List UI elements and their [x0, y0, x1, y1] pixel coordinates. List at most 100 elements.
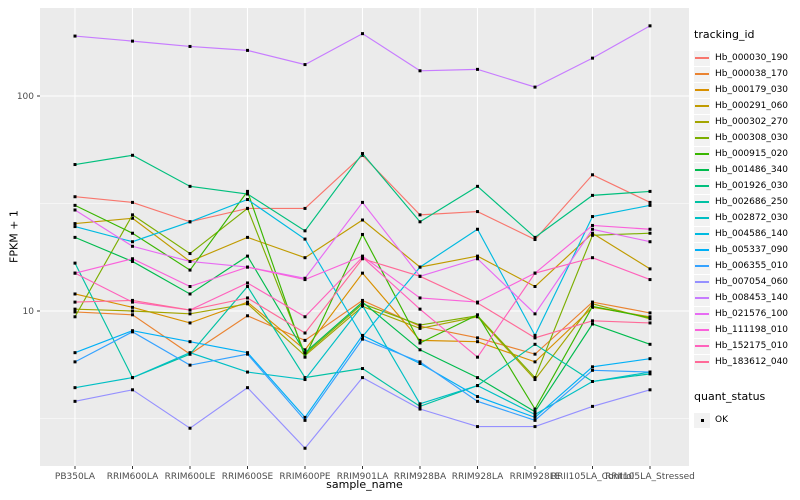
data-point: [361, 218, 364, 222]
data-point: [591, 368, 594, 372]
data-point: [591, 304, 594, 308]
data-point: [591, 365, 594, 369]
data-point: [73, 351, 77, 355]
data-point: [648, 24, 652, 28]
legend-item-label: Hb_007054_060: [715, 277, 789, 287]
black-square-point-icon: [700, 418, 704, 422]
data-point: [73, 261, 77, 265]
data-point: [533, 413, 537, 417]
legend: tracking_id Hb_000030_190 Hb_000038_170 Hb…: [694, 28, 798, 428]
data-point: [648, 372, 652, 376]
data-point: [591, 231, 594, 235]
data-point: [648, 189, 652, 193]
data-point: [418, 407, 422, 411]
x-tick-label: PB350LA: [55, 472, 96, 482]
series-color-line-icon: [695, 297, 709, 299]
data-point: [73, 307, 77, 311]
data-point: [648, 231, 652, 235]
data-point: [533, 271, 537, 275]
legend-key-swatch: [694, 274, 710, 290]
legend-item-label: Hb_152175_010: [715, 341, 789, 351]
data-point: [303, 206, 307, 210]
data-point: [533, 378, 537, 382]
data-point: [361, 153, 364, 157]
data-point: [361, 376, 364, 380]
legend-item-label: Hb_183612_040: [715, 357, 789, 367]
data-point: [131, 240, 134, 244]
data-point: [591, 256, 594, 260]
series-color-line-icon: [695, 137, 709, 139]
legend-item-label: Hb_005337_090: [715, 245, 789, 255]
x-tick-label: RRII105LA_Control: [551, 472, 634, 482]
legend-item-Hb_111198_010: Hb_111198_010: [694, 322, 798, 338]
series-color-line-icon: [695, 313, 709, 315]
data-point: [418, 265, 422, 269]
legend-item-Hb_005337_090: Hb_005337_090: [694, 242, 798, 258]
legend-item-Hb_007054_060: Hb_007054_060: [694, 274, 798, 290]
data-point: [591, 300, 594, 304]
data-point: [533, 418, 537, 422]
legend-item-Hb_000915_020: Hb_000915_020: [694, 146, 798, 162]
legend-key-swatch: [694, 66, 710, 82]
legend-key-swatch: [694, 226, 710, 242]
legend-item-label: Hb_000302_270: [715, 117, 789, 127]
data-point: [73, 235, 77, 239]
data-point: [533, 376, 537, 380]
data-point: [73, 195, 77, 199]
data-point: [131, 200, 134, 204]
data-point: [131, 153, 134, 157]
legend-title-tracking-id: tracking_id: [694, 28, 755, 41]
legend-item-label: Hb_111198_010: [715, 325, 789, 335]
legend-item-label: Hb_000915_020: [715, 149, 789, 159]
data-point: [648, 357, 652, 361]
legend-key-swatch: [694, 242, 710, 258]
legend-item-label: Hb_000308_030: [715, 133, 789, 143]
data-point: [246, 198, 249, 202]
data-point: [533, 235, 537, 239]
data-point: [591, 173, 594, 177]
legend-item-label: Hb_000030_190: [715, 53, 789, 63]
series-color-line-icon: [695, 185, 709, 187]
series-color-line-icon: [695, 105, 709, 107]
legend-item-quant-ok: OK: [694, 412, 798, 428]
x-tick-label: RRIM928LA: [452, 472, 504, 482]
data-point: [591, 215, 594, 219]
data-point: [591, 379, 594, 383]
quant-ok-key-swatch: [694, 412, 710, 428]
data-point: [648, 342, 652, 346]
x-tick-label: RRIM928BA: [394, 472, 447, 482]
legend-item-label: Hb_000179_030: [715, 85, 789, 95]
legend-item-Hb_000038_170: Hb_000038_170: [694, 66, 798, 82]
data-point: [188, 44, 192, 48]
legend-item-Hb_006355_010: Hb_006355_010: [694, 258, 798, 274]
data-point: [303, 348, 307, 352]
data-point: [533, 85, 537, 89]
data-point: [361, 304, 364, 308]
data-point: [131, 376, 134, 380]
data-point: [533, 407, 537, 411]
data-point: [73, 203, 77, 207]
data-point: [476, 376, 479, 380]
data-point: [418, 348, 422, 352]
data-point: [246, 386, 249, 390]
data-point: [246, 235, 249, 239]
legend-item-label: Hb_000291_060: [715, 101, 789, 111]
data-point: [188, 308, 192, 312]
data-point: [591, 322, 594, 326]
legend-item-Hb_002872_030: Hb_002872_030: [694, 210, 798, 226]
data-point: [73, 208, 77, 212]
data-point: [418, 361, 422, 365]
data-point: [73, 360, 77, 364]
series-color-line-icon: [695, 121, 709, 123]
data-point: [361, 232, 364, 236]
legend-item-label: Hb_004586_140: [715, 229, 789, 239]
data-point: [188, 321, 192, 325]
data-point: [131, 244, 134, 248]
data-point: [418, 338, 422, 342]
legend-key-swatch: [694, 354, 710, 370]
legend-item-Hb_000030_190: Hb_000030_190: [694, 50, 798, 66]
data-point: [73, 34, 77, 38]
series-color-line-icon: [695, 201, 709, 203]
data-point: [246, 192, 249, 196]
data-point: [246, 302, 249, 306]
